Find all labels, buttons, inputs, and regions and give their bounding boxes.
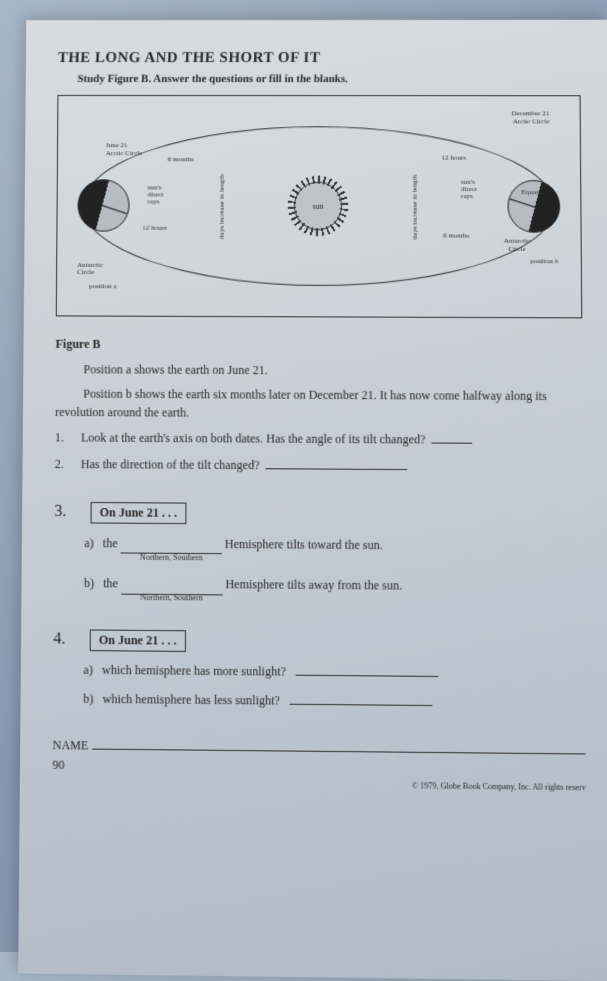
label-june21: June 21Arctic Circle bbox=[106, 142, 142, 157]
s3b-pre: the bbox=[103, 576, 118, 591]
vertical-days-left: days increase in length bbox=[218, 174, 226, 239]
s4a-blank[interactable] bbox=[295, 674, 438, 676]
s3b-blank[interactable]: Northern, Southern bbox=[121, 572, 222, 595]
label-dec21: December 21Arctic Circle bbox=[512, 110, 550, 126]
label-rays-right: sun'sdirectrays bbox=[461, 179, 477, 200]
name-label: NAME bbox=[53, 738, 89, 754]
copyright-text: © 1979, Globe Book Company, Inc. All rig… bbox=[52, 778, 586, 793]
s3b-hint: Northern, Southern bbox=[121, 590, 222, 605]
figure-b-diagram: sun June 21Arctic Circle December 21Arct… bbox=[56, 95, 582, 318]
s3a-letter: a) bbox=[84, 536, 94, 550]
section-4: 4. On June 21 . . . a) which hemisphere … bbox=[53, 629, 585, 714]
question-4b: b) which hemisphere has less sunlight? bbox=[83, 688, 585, 714]
s4b-text: which hemisphere has less sunlight? bbox=[102, 692, 279, 708]
label-antarctic-right: AntarcticCircle bbox=[504, 238, 530, 254]
label-12hours-left: 12 hours bbox=[142, 225, 166, 233]
s3-number: 3. bbox=[54, 503, 72, 522]
paragraph-1: Position a shows the earth on June 21. bbox=[55, 360, 582, 381]
paragraph-2: Position b shows the earth six months la… bbox=[55, 384, 583, 423]
s3a-pre: the bbox=[103, 536, 118, 550]
figure-caption: Figure B bbox=[56, 337, 583, 354]
s3-title-box: On June 21 . . . bbox=[91, 502, 187, 524]
question-3a: a) the Northern, Southern Hemisphere til… bbox=[84, 531, 584, 557]
label-equator: Equator bbox=[521, 189, 543, 197]
s4-number: 4. bbox=[53, 630, 71, 649]
s4b-blank[interactable] bbox=[289, 704, 432, 706]
q2-text: Has the direction of the tilt changed? bbox=[81, 457, 260, 472]
sun-label: sun bbox=[312, 201, 323, 210]
q1-blank[interactable] bbox=[432, 443, 473, 444]
s3a-blank[interactable]: Northern, Southern bbox=[121, 532, 222, 555]
q1-number: 1. bbox=[55, 427, 73, 448]
earth-position-a bbox=[77, 179, 129, 231]
name-field: NAME bbox=[53, 738, 586, 759]
q2-number: 2. bbox=[55, 454, 73, 475]
label-position-a: position a bbox=[89, 283, 117, 291]
section-3: 3. On June 21 . . . a) the Northern, Sou… bbox=[54, 502, 585, 598]
question-3b: b) the Northern, Southern Hemisphere til… bbox=[84, 572, 584, 598]
q2-blank[interactable] bbox=[266, 469, 408, 471]
label-6months-bottom: 6 months bbox=[443, 232, 469, 240]
s4-title-box: On June 21 . . . bbox=[90, 629, 186, 652]
worksheet-title: THE LONG AND THE SHORT OF IT bbox=[57, 50, 580, 67]
question-2: 2. Has the direction of the tilt changed… bbox=[55, 454, 584, 478]
s4b-letter: b) bbox=[83, 691, 93, 706]
page-number: 90 bbox=[52, 758, 585, 779]
s3b-post: Hemisphere tilts away from the sun. bbox=[225, 577, 402, 593]
question-4a: a) which hemisphere has more sunlight? bbox=[83, 659, 585, 685]
s4a-text: which hemisphere has more sunlight? bbox=[102, 662, 286, 678]
s4a-letter: a) bbox=[83, 662, 93, 677]
label-position-b: position b bbox=[530, 258, 558, 266]
q1-text: Look at the earth's axis on both dates. … bbox=[81, 430, 426, 446]
instruction-text: Study Figure B. Answer the questions or … bbox=[77, 73, 580, 85]
s3a-post: Hemisphere tilts toward the sun. bbox=[225, 537, 383, 553]
name-blank[interactable] bbox=[92, 749, 585, 755]
s3a-hint: Northern, Southern bbox=[121, 550, 222, 565]
question-1: 1. Look at the earth's axis on both date… bbox=[55, 427, 583, 451]
label-6months-top: 6 months bbox=[168, 156, 194, 164]
s3b-letter: b) bbox=[84, 576, 94, 590]
vertical-days-right: days increase in length bbox=[411, 175, 419, 240]
label-12hours-right: 12 hours bbox=[441, 155, 466, 163]
label-rays-left: sun'sdirectrays bbox=[148, 184, 164, 205]
worksheet-page: THE LONG AND THE SHORT OF IT Study Figur… bbox=[18, 20, 607, 981]
sun-icon: sun bbox=[294, 182, 342, 231]
label-antarctic-left: AntarcticCircle bbox=[77, 261, 103, 277]
